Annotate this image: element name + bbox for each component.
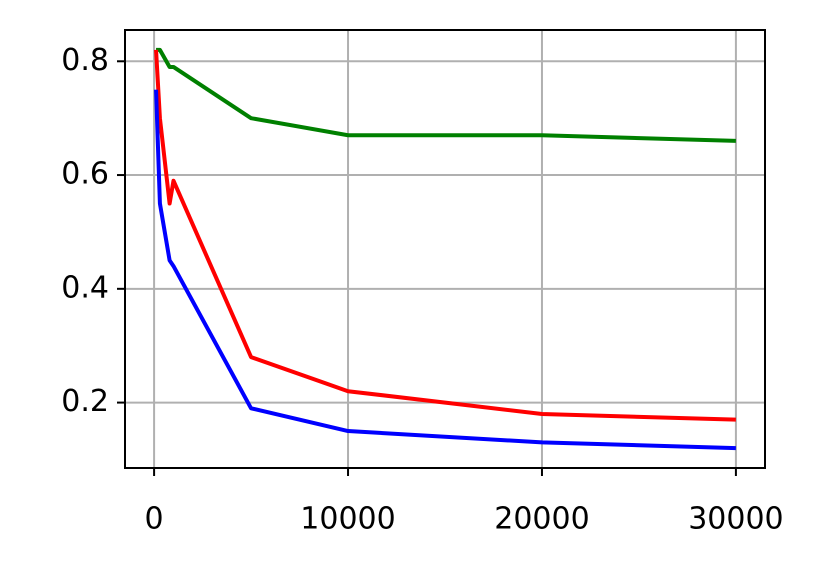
- series-line: [154, 89, 736, 451]
- x-tick-label: 20000: [494, 502, 589, 537]
- y-tick-label: 0.2: [61, 384, 109, 419]
- y-tick-label: 0.6: [61, 157, 109, 192]
- plot-frame: [124, 29, 766, 469]
- x-tick-label: 30000: [688, 502, 783, 537]
- series-line: [154, 49, 736, 422]
- x-tick-label: 10000: [300, 502, 395, 537]
- y-tick-label: 0.8: [61, 43, 109, 78]
- series-line: [156, 47, 736, 143]
- x-tick-label: 0: [145, 502, 164, 537]
- y-tick-label: 0.4: [61, 270, 109, 305]
